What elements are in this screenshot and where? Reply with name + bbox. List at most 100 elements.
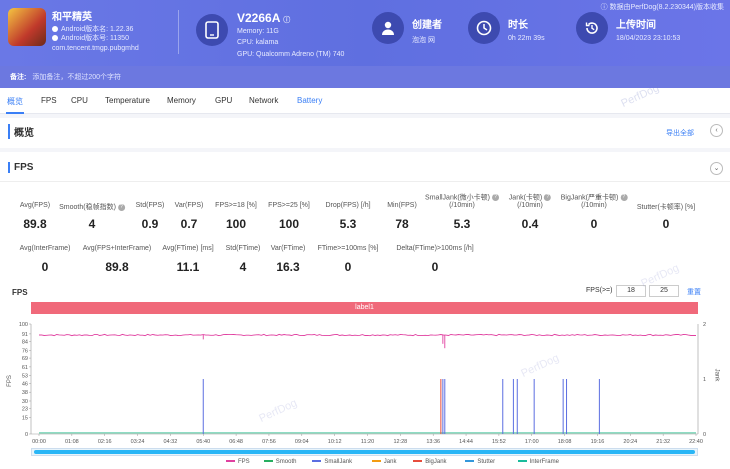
notes-bar[interactable]: 备注: 添加备注，不超过200个字符 xyxy=(0,66,730,88)
stat-fps25-value: 100 xyxy=(278,217,300,231)
stat-bigjank-value: 0 xyxy=(590,217,598,231)
stat-smooth-label: Smooth(稳帧指数) ? xyxy=(59,202,125,212)
tab-overview[interactable]: 概览 xyxy=(7,97,23,106)
stat-std-fps-value: 0.9 xyxy=(141,217,159,231)
reset-button[interactable]: 重置 xyxy=(687,289,701,296)
stat-bigjank-label: BigJank(严重卡顿) ? (/10min) xyxy=(561,194,628,210)
y-axis-label: FPS xyxy=(6,375,13,387)
help-icon[interactable]: ? xyxy=(620,194,628,201)
android-code-text: Android版本号: 11350 xyxy=(61,35,129,42)
stat-min-fps-value: 78 xyxy=(395,217,409,231)
phone-icon xyxy=(196,14,228,46)
export-note-text: 数据由PerfDog(8.2.230344)版本收集 xyxy=(609,4,724,11)
legend-swatch xyxy=(312,460,322,463)
android-code: Android版本号: 11350 xyxy=(52,33,129,43)
stat-smalljank-unit: (/10min) xyxy=(449,202,475,210)
stat-smooth-value: 4 xyxy=(88,217,96,231)
stat-avg-fps-interframe-label: Avg(FPS+InterFrame) xyxy=(82,245,152,252)
android-version: Android版本名: 1.22.36 xyxy=(52,24,133,34)
legend-swatch xyxy=(413,460,423,463)
chart-title: FPS xyxy=(12,288,28,297)
stat-delta-ftime-value: 0 xyxy=(431,260,439,274)
tab-network[interactable]: Network xyxy=(249,96,279,105)
legend-label: InterFrame xyxy=(529,459,559,465)
stat-bigjank-label-text: BigJank(严重卡顿) xyxy=(560,194,619,202)
duration-label: 时长 xyxy=(508,20,528,31)
legend-swatch xyxy=(226,460,235,463)
fps-threshold-label: FPS(>=) xyxy=(586,287,613,294)
legend-label: Stutter xyxy=(477,459,496,465)
stat-jank-unit: (/10min) xyxy=(517,202,543,210)
device-cpu: CPU: kalama xyxy=(237,39,279,46)
label-bar[interactable]: label1 xyxy=(31,302,698,314)
legend-label: Jank xyxy=(383,459,397,465)
chart-zoom-slider[interactable] xyxy=(31,448,698,456)
legend-item-interframe[interactable]: InterFrame xyxy=(517,459,559,465)
stat-smalljank-value: 5.3 xyxy=(453,217,471,231)
legend-item-jank[interactable]: Jank xyxy=(371,459,397,465)
collapse-down-icon[interactable]: ⌄ xyxy=(710,162,723,175)
legend-label: BigJank xyxy=(425,459,447,465)
stat-fps18-label: FPS>=18 [%] xyxy=(215,202,257,209)
stat-jank-label: Jank(卡顿) ? (/10min) xyxy=(508,194,552,210)
legend-label: SmallJank xyxy=(324,459,353,465)
legend-item-bigjank[interactable]: BigJank xyxy=(413,459,447,465)
tab-memory[interactable]: Memory xyxy=(167,96,196,105)
clock-icon xyxy=(468,12,500,44)
stat-std-fps-label: Std(FPS) xyxy=(135,202,165,209)
collapse-left-icon[interactable]: ‹ xyxy=(710,124,723,137)
legend-item-stutter[interactable]: Stutter xyxy=(465,459,495,465)
device-model: V2266A ⓘ xyxy=(237,11,290,25)
package-name: com.tencent.tmgp.pubgmhd xyxy=(52,45,139,52)
stat-jank-label-text: Jank(卡顿) xyxy=(508,194,543,202)
legend-item-fps[interactable]: FPS xyxy=(226,459,250,465)
creator-label: 创建者 xyxy=(412,20,442,31)
info-icon: ⓘ xyxy=(283,17,291,24)
stat-avg-fps-value: 89.8 xyxy=(23,217,47,231)
overview-panel xyxy=(0,118,730,148)
stat-std-ftime-label: Std(FTime) xyxy=(225,245,261,252)
device-gpu: GPU: Qualcomm Adreno (TM) 740 xyxy=(237,51,345,58)
notes-label: 备注: xyxy=(10,74,27,81)
export-note: ⓘ 数据由PerfDog(8.2.230344)版本收集 xyxy=(601,2,724,12)
divider xyxy=(178,10,179,54)
legend-item-smooth[interactable]: Smooth xyxy=(263,459,297,465)
fps-threshold-input-2[interactable]: 25 xyxy=(649,285,679,297)
legend-label: Smooth xyxy=(275,459,297,465)
stat-var-ftime-value: 16.3 xyxy=(276,260,300,274)
legend-label: FPS xyxy=(238,459,250,465)
stat-var-fps-value: 0.7 xyxy=(180,217,198,231)
report-header: ⓘ 数据由PerfDog(8.2.230344)版本收集 和平精英 Androi… xyxy=(0,0,730,66)
help-icon[interactable]: ? xyxy=(117,203,125,211)
duration-value: 0h 22m 39s xyxy=(508,35,545,42)
stat-ftime100-value: 0 xyxy=(344,260,352,274)
export-all-link[interactable]: 导出全部 xyxy=(666,130,694,137)
upload-value: 18/04/2023 23:10:53 xyxy=(616,35,681,42)
help-icon[interactable]: ? xyxy=(544,194,552,201)
stat-avg-interframe-value: 0 xyxy=(41,260,49,274)
stat-min-fps-label: Min(FPS) xyxy=(387,202,417,209)
zoom-range-handle[interactable] xyxy=(34,450,695,454)
app-name: 和平精英 xyxy=(52,12,92,23)
stat-std-ftime-value: 4 xyxy=(239,260,247,274)
notes-input[interactable]: 添加备注，不超过200个字符 xyxy=(32,74,122,81)
stat-ftime100-label: FTime>=100ms [%] xyxy=(317,245,379,252)
fps-threshold-input-1[interactable]: 18 xyxy=(616,285,646,297)
tab-battery[interactable]: Battery xyxy=(297,96,323,105)
tab-fps[interactable]: FPS xyxy=(41,96,57,105)
tab-cpu[interactable]: CPU xyxy=(71,96,88,105)
stat-stutter-value: 0 xyxy=(662,217,670,231)
tab-gpu[interactable]: GPU xyxy=(215,96,233,105)
active-tab-indicator xyxy=(6,112,24,114)
stat-avg-fps-interframe-value: 89.8 xyxy=(105,260,129,274)
tab-temperature[interactable]: Temperature xyxy=(105,96,150,105)
stat-delta-ftime-label: Delta(FTime)>100ms [/h] xyxy=(396,245,474,252)
android-icon xyxy=(52,35,58,42)
stat-jank-value: 0.4 xyxy=(521,217,539,231)
legend-swatch xyxy=(371,460,381,463)
stat-avg-ftime-value: 11.1 xyxy=(176,260,200,274)
stat-avg-fps-label: Avg(FPS) xyxy=(19,202,51,209)
help-icon[interactable]: ? xyxy=(491,194,499,201)
legend-item-smalljank[interactable]: SmallJank xyxy=(312,459,352,465)
legend-swatch xyxy=(263,460,273,463)
